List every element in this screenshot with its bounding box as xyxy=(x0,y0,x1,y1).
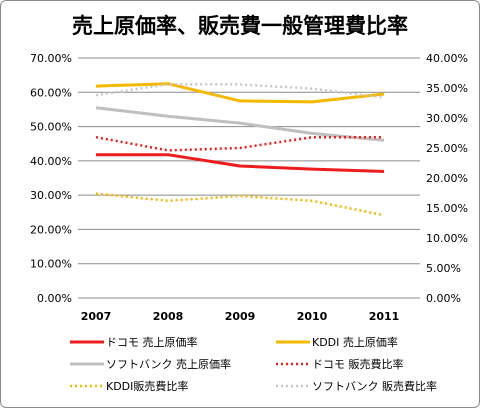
legend-label: ドコモ 売上原価率 xyxy=(106,335,198,349)
y-right-tick-label: 15.00% xyxy=(426,202,468,215)
y-right-tick-label: 20.00% xyxy=(426,172,468,185)
series-line xyxy=(95,82,385,104)
series-lines xyxy=(95,82,385,217)
y-left-tick-label: 70.00% xyxy=(30,52,72,65)
series-line xyxy=(95,83,385,99)
y-left-tick-label: 60.00% xyxy=(30,86,72,99)
series-line xyxy=(95,106,385,142)
series-line xyxy=(95,192,385,217)
x-tick-label: 2007 xyxy=(81,310,112,323)
legend-label: ソフトバンク 売上原価率 xyxy=(106,357,231,371)
legend-label: KDDI 売上原価率 xyxy=(312,335,398,349)
series-line xyxy=(95,135,384,152)
y-left-tick-label: 30.00% xyxy=(30,189,72,202)
x-tick-label: 2008 xyxy=(153,310,184,323)
y-left-tick-label: 0.00% xyxy=(37,292,72,305)
legend-label: ソフトバンク 販売費比率 xyxy=(312,379,437,393)
x-tick-label: 2010 xyxy=(297,310,328,323)
legend-label: ドコモ 販売費比率 xyxy=(312,357,404,371)
axes: 0.00% 10.00% 20.00% 30.00% 40.00% 50.00% 60.00… xyxy=(30,52,468,323)
legend-label: KDDI販売費比率 xyxy=(106,379,188,393)
y-left-tick-label: 20.00% xyxy=(30,223,72,236)
x-tick-label: 2011 xyxy=(369,310,400,323)
y-right-tick-label: 35.00% xyxy=(426,82,468,95)
series-line xyxy=(96,153,385,173)
chart-title: 売上原価率、販売費一般管理費比率 xyxy=(72,14,408,38)
grid-lines xyxy=(78,57,420,299)
y-right-tick-label: 5.00% xyxy=(426,262,461,275)
y-right-tick-label: 40.00% xyxy=(426,52,468,65)
y-left-tick-label: 10.00% xyxy=(30,258,72,271)
y-right-tick-label: 25.00% xyxy=(426,142,468,155)
x-tick-label: 2009 xyxy=(225,310,256,323)
y-left-tick-label: 40.00% xyxy=(30,155,72,168)
y-right-tick-label: 10.00% xyxy=(426,232,468,245)
y-right-tick-label: 0.00% xyxy=(426,292,461,305)
y-left-tick-label: 50.00% xyxy=(30,121,72,134)
y-right-tick-label: 30.00% xyxy=(426,112,468,125)
